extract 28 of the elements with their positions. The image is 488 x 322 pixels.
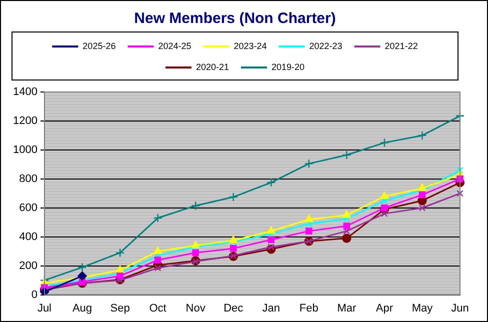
- y-tick-label: 400: [19, 230, 38, 243]
- y-tick-label: 800: [19, 172, 38, 185]
- x-tick-label: Mar: [337, 302, 356, 314]
- x-tick-label: Jul: [37, 302, 52, 314]
- x-tick-label: Jun: [451, 302, 469, 314]
- x-tick-label: Apr: [376, 302, 394, 314]
- y-tick-label: 1400: [12, 86, 38, 98]
- legend-label: 2025-26: [82, 40, 116, 51]
- y-tick-label: 1200: [12, 115, 38, 128]
- y-tick-label: 200: [19, 260, 38, 272]
- legend-label: 2024-25: [158, 40, 192, 51]
- x-tick-label: Oct: [149, 302, 166, 314]
- legend-label: 2019-20: [272, 62, 305, 72]
- x-tick-label: Nov: [186, 302, 206, 314]
- legend-label: 2023-24: [234, 40, 267, 51]
- y-tick-label: 600: [19, 202, 38, 214]
- x-tick-label: Sep: [110, 302, 130, 314]
- x-tick-label: Jan: [262, 302, 280, 314]
- legend-label: 2022-23: [309, 40, 342, 51]
- y-tick-label: 1000: [12, 144, 38, 156]
- chart-title: New Members (Non Charter): [134, 10, 336, 28]
- legend-label: 2021-22: [384, 40, 418, 51]
- x-tick-label: Feb: [299, 302, 318, 314]
- x-tick-label: Aug: [72, 302, 92, 314]
- legend-label: 2020-21: [196, 62, 229, 72]
- y-tick-label: 0: [31, 288, 38, 301]
- x-tick-label: Dec: [224, 302, 244, 314]
- x-tick-label: May: [412, 302, 434, 314]
